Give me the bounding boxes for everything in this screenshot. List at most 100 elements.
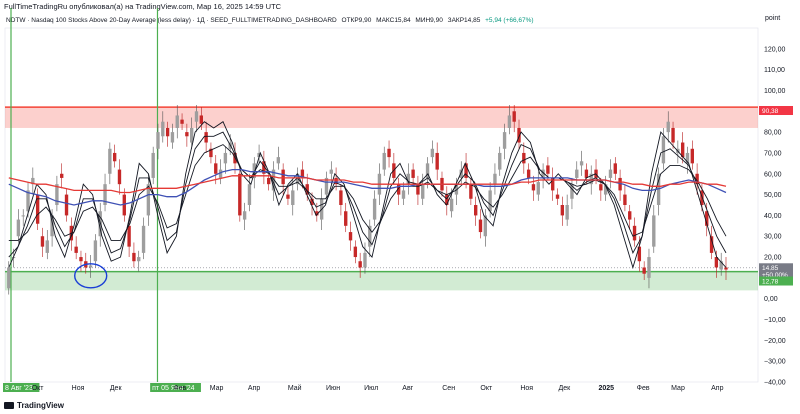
candle (165, 121, 170, 147)
symbol-name: NDTW · Nasdaq 100 Stocks Above 20-Day Av… (6, 17, 337, 24)
y-tick-label: 30,00 (764, 234, 782, 241)
candle (618, 169, 622, 201)
candle (93, 234, 98, 268)
candle (666, 111, 670, 143)
candle (267, 171, 271, 191)
candle (647, 248, 651, 289)
y-tick-label: 50,00 (764, 192, 782, 199)
x-tick-label: Июн (326, 385, 340, 392)
candle (363, 242, 367, 274)
candle (680, 132, 685, 164)
candle (724, 257, 728, 280)
candle (339, 184, 343, 216)
candle (55, 175, 59, 212)
ohlc-low: МИН9,90 (415, 17, 443, 24)
candle (507, 105, 512, 135)
y-tick-label: −20,00 (764, 338, 786, 345)
price-badge-label: 14,85 (762, 265, 779, 272)
price-badge (759, 276, 793, 286)
candle (719, 252, 723, 276)
candle (31, 167, 35, 195)
candle (690, 140, 694, 170)
x-tick-label: Ноя (72, 385, 85, 392)
candle (498, 146, 502, 176)
candle (286, 186, 290, 205)
candle (146, 173, 151, 226)
candle (161, 111, 165, 143)
moving-average-line-1 (8, 131, 727, 258)
candle (108, 142, 112, 185)
x-tick-label: пт 05 Янв '24 (152, 385, 194, 392)
symbol-info: NDTW · Nasdaq 100 Stocks Above 20-Day Av… (6, 17, 537, 24)
candle (189, 117, 194, 149)
y-tick-label: −30,00 (764, 359, 786, 366)
candle (26, 182, 30, 218)
candle (493, 163, 497, 195)
candle (180, 113, 184, 131)
candle (353, 240, 358, 264)
candle (555, 188, 560, 205)
candle (40, 227, 45, 258)
x-tick-label: Авг (402, 385, 413, 392)
price-badge (759, 270, 793, 280)
candle (425, 157, 430, 189)
candle (416, 175, 420, 205)
candle (16, 209, 21, 243)
candle (560, 196, 565, 226)
candle (546, 157, 550, 181)
candle (469, 177, 473, 205)
candle (194, 105, 199, 133)
candle (411, 163, 415, 185)
tradingview-brand[interactable]: TradingView (4, 401, 64, 410)
y-tick-label: 60,00 (764, 171, 782, 178)
price-change: +5,94 (+66,67%) (485, 17, 534, 24)
candle (536, 171, 540, 201)
candle (445, 186, 449, 216)
candle (652, 205, 656, 253)
candle (382, 146, 386, 176)
candle (632, 217, 637, 247)
x-tick-label: Сен (442, 385, 455, 392)
candle (45, 229, 49, 260)
candle (406, 163, 410, 195)
candle (79, 250, 83, 272)
x-tick-highlight (3, 383, 40, 392)
candle (526, 163, 531, 185)
x-tick-label: Фев (637, 385, 650, 392)
candle (324, 171, 329, 201)
candle (565, 194, 569, 226)
candle (295, 167, 300, 191)
y-tick-label: −40,00 (764, 380, 786, 387)
candle (117, 159, 122, 195)
candle (276, 146, 281, 170)
candle (502, 123, 507, 160)
candle (709, 225, 714, 260)
candle (281, 163, 285, 195)
candle (74, 236, 78, 260)
x-tick-label: Фев (173, 385, 186, 392)
candle (262, 150, 266, 185)
candle (541, 163, 545, 189)
x-tick-label: Окт (480, 385, 493, 392)
candle (628, 205, 632, 230)
x-tick-label: Май (288, 384, 302, 392)
candle (112, 144, 117, 168)
candle (642, 261, 646, 280)
candle (247, 173, 252, 212)
y-tick-label: 0,00 (764, 296, 778, 303)
candle (223, 146, 228, 174)
price-badge (759, 106, 793, 116)
candle (656, 167, 661, 216)
x-tick-highlight (150, 383, 201, 392)
candle (695, 163, 699, 195)
candle (21, 209, 25, 226)
candle (84, 252, 88, 274)
candle (488, 182, 492, 218)
candle (218, 159, 223, 185)
y-tick-label: 70,00 (764, 150, 782, 157)
candle (170, 123, 175, 149)
candle (368, 219, 372, 258)
candle (387, 140, 391, 168)
moving-average-line-4 (8, 175, 727, 194)
